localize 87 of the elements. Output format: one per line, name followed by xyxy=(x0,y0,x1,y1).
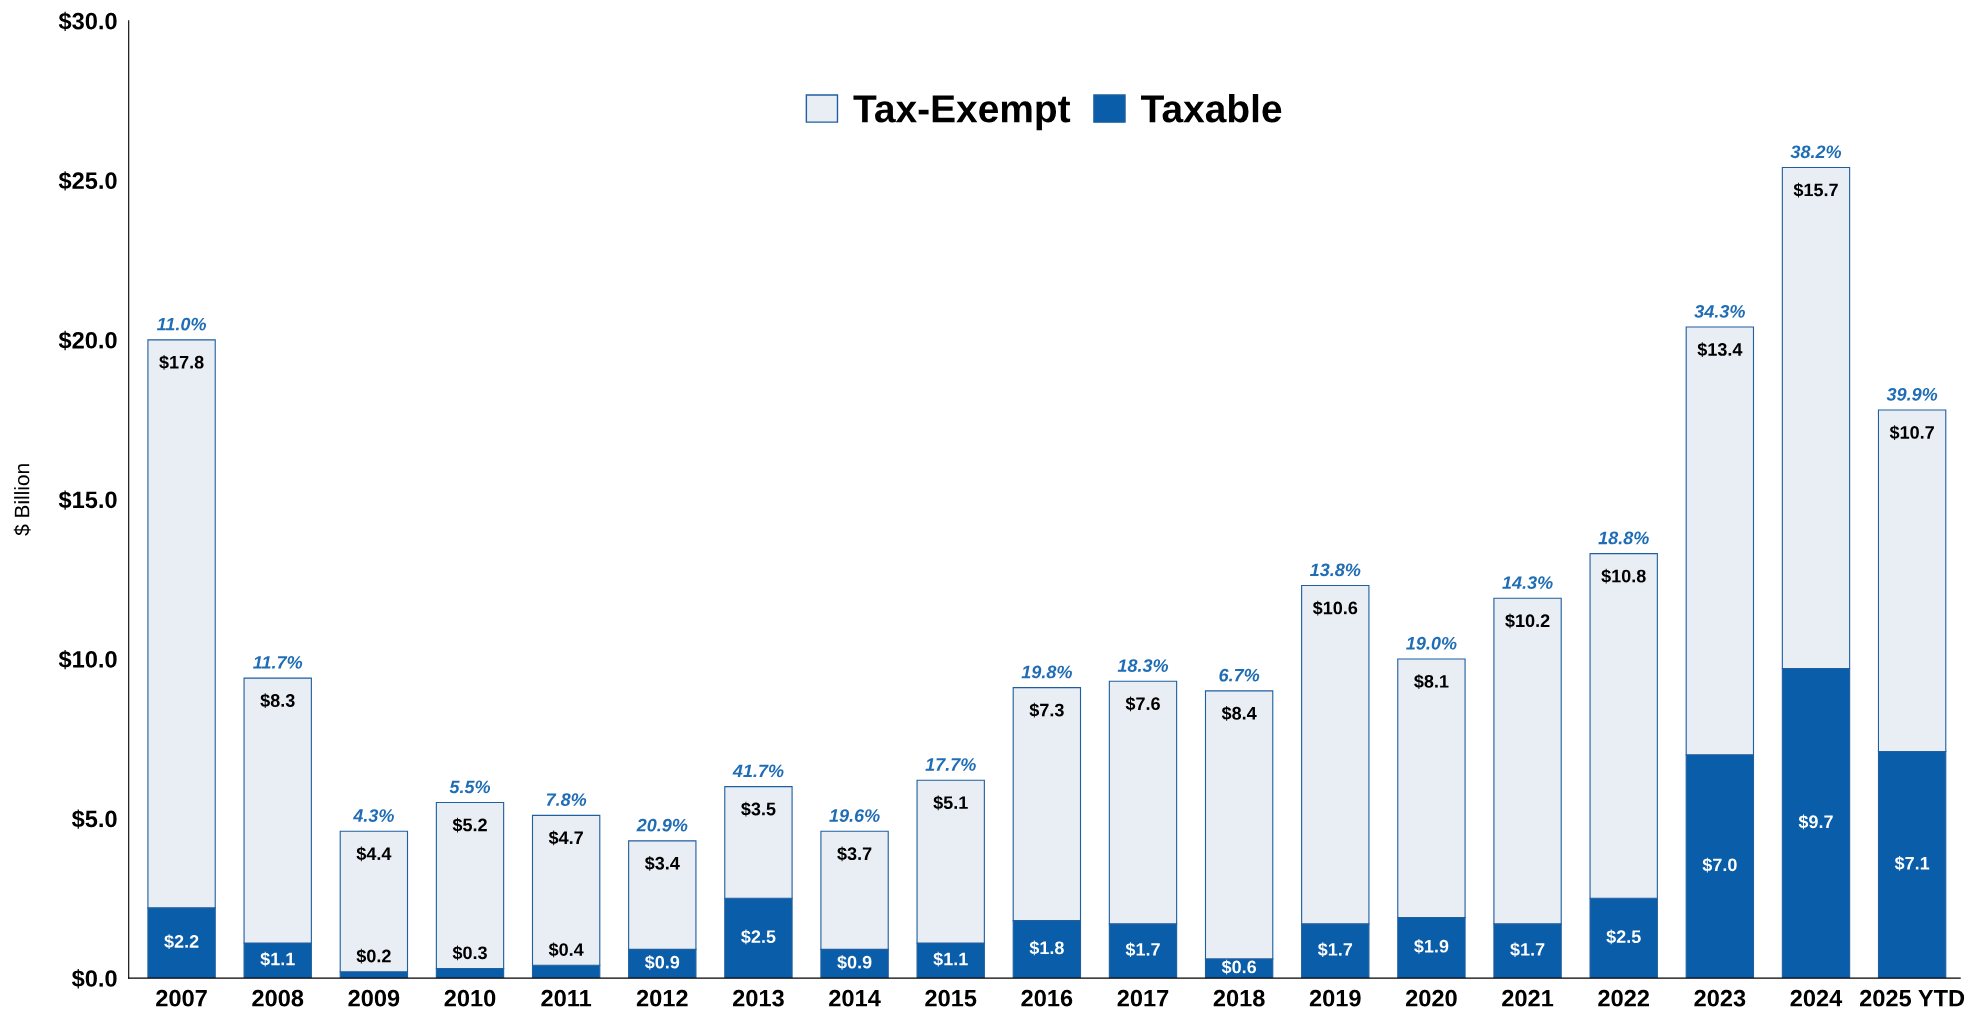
x-tick-label: 2013 xyxy=(732,989,784,1007)
annotation: 7.8% xyxy=(546,793,587,807)
data-label: $7.6 xyxy=(1125,696,1160,712)
annotation: 19.6% xyxy=(829,809,880,822)
data-label: $2.5 xyxy=(741,929,776,945)
data-label: $10.8 xyxy=(1601,568,1646,584)
x-tick-label: 2022 xyxy=(1598,989,1650,1007)
data-label: $3.7 xyxy=(837,846,872,862)
data-label: $9.7 xyxy=(1798,814,1833,830)
data-label: $5.1 xyxy=(933,795,968,811)
data-label: $1.9 xyxy=(1414,939,1449,954)
data-label: $17.8 xyxy=(159,355,204,370)
data-label: $2.2 xyxy=(164,934,199,949)
data-label: $3.5 xyxy=(741,801,776,817)
y-tick-label: $30.0 xyxy=(58,11,117,32)
x-tick-label: 2017 xyxy=(1117,989,1169,1007)
data-label: $2.5 xyxy=(1606,929,1641,945)
x-tick-label: 2011 xyxy=(541,989,592,1007)
annotation: 13.8% xyxy=(1309,563,1361,577)
data-label: $7.1 xyxy=(1894,856,1930,871)
annotation: 41.7% xyxy=(732,764,784,778)
x-tick-label: 2020 xyxy=(1405,989,1457,1007)
data-label: $10.6 xyxy=(1312,600,1358,616)
data-label: $10.2 xyxy=(1505,613,1550,629)
annotation: 4.3% xyxy=(352,809,394,822)
x-tick-label: 2019 xyxy=(1309,989,1361,1007)
annotation: 38.2% xyxy=(1790,145,1842,159)
data-label: $7.3 xyxy=(1029,702,1064,718)
annotation: 34.3% xyxy=(1694,304,1745,318)
annotation: 11.0% xyxy=(156,317,207,331)
data-label: $7.0 xyxy=(1702,857,1737,873)
y-tick-label: $0.0 xyxy=(71,969,117,989)
x-tick-label: 2009 xyxy=(348,989,400,1007)
data-label: $1.8 xyxy=(1029,940,1064,956)
data-label: $0.3 xyxy=(452,945,487,961)
data-label: $1.7 xyxy=(1125,942,1160,957)
legend-label: Taxable xyxy=(1141,93,1282,123)
data-label: $1.7 xyxy=(1510,942,1545,957)
annotation: 39.9% xyxy=(1886,387,1938,401)
annotation: 20.9% xyxy=(636,818,688,832)
x-tick-label: 2012 xyxy=(636,989,688,1007)
x-tick-label: 2018 xyxy=(1213,989,1265,1007)
data-label: $10.7 xyxy=(1889,425,1934,440)
legend-label: Tax-Exempt xyxy=(853,95,1071,131)
annotation: 19.8% xyxy=(1021,665,1072,679)
annotation: 14.3% xyxy=(1502,576,1553,589)
annotation: 11.7% xyxy=(253,656,303,669)
data-label: $1.1 xyxy=(933,951,968,967)
data-label: $8.4 xyxy=(1221,706,1257,721)
annotation: 5.5% xyxy=(449,780,491,794)
x-tick-label: 2008 xyxy=(252,989,304,1007)
data-label: $1.1 xyxy=(260,951,295,967)
y-tick-label: $15.0 xyxy=(58,490,117,510)
x-tick-label: 2016 xyxy=(1021,989,1073,1007)
data-label: $5.2 xyxy=(452,817,487,833)
data-label: $0.2 xyxy=(356,948,391,964)
annotation: 18.3% xyxy=(1117,659,1169,672)
x-tick-label: 2014 xyxy=(829,989,881,1007)
x-tick-label: 2010 xyxy=(444,989,496,1007)
annotation: 19.0% xyxy=(1406,636,1457,650)
annotation: 18.8% xyxy=(1598,531,1649,545)
annotation: 6.7% xyxy=(1219,668,1260,682)
y-tick-label: $10.0 xyxy=(58,649,117,670)
data-label: $8.3 xyxy=(260,693,295,709)
data-label: $1.7 xyxy=(1317,942,1353,957)
data-label: $0.6 xyxy=(1221,959,1257,975)
x-tick-label: 2023 xyxy=(1694,989,1746,1007)
data-label: $13.4 xyxy=(1697,342,1743,357)
y-tick-label: $25.0 xyxy=(58,171,117,191)
data-label: $0.4 xyxy=(548,942,584,958)
annotation: 17.7% xyxy=(925,758,976,771)
y-tick-label: $20.0 xyxy=(58,330,117,351)
data-label: $15.7 xyxy=(1793,182,1838,198)
data-label: $0.9 xyxy=(837,954,872,970)
data-label: $8.1 xyxy=(1414,674,1449,689)
x-tick-label: 2015 xyxy=(925,989,977,1007)
data-label: $3.4 xyxy=(644,856,680,871)
x-tick-label: 2024 xyxy=(1790,989,1843,1007)
y-axis-title: $ Billion xyxy=(13,464,31,536)
data-label: $0.9 xyxy=(644,954,680,970)
x-tick-label: 2025 YTD xyxy=(1860,989,1965,1007)
data-label: $4.4 xyxy=(356,846,392,862)
bar xyxy=(339,830,409,973)
y-tick-label: $5.0 xyxy=(71,809,117,829)
x-tick-label: 2021 xyxy=(1502,989,1554,1007)
x-tick-label: 2007 xyxy=(156,989,207,1007)
data-label: $4.7 xyxy=(548,830,583,846)
